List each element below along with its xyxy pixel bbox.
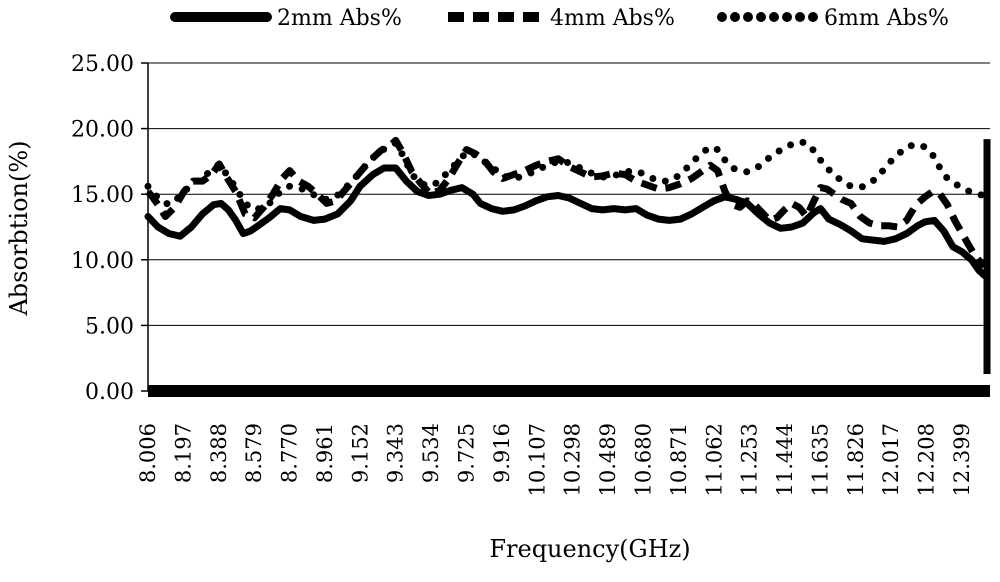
legend-label-2: 4mm Abs%	[550, 6, 675, 31]
x-tick-label: 9.725	[455, 423, 479, 483]
y-tick-label: 5.00	[85, 314, 134, 339]
x-tick-label: 11.635	[808, 423, 832, 496]
x-tick-label: 10.489	[596, 423, 620, 496]
x-axis-title: Frequency(GHz)	[489, 535, 690, 563]
x-tick-label: 9.343	[384, 423, 408, 483]
series-line-3	[144, 138, 988, 214]
legend-label-1: 2mm Abs%	[277, 6, 402, 31]
x-tick-label: 11.444	[773, 423, 797, 496]
y-axis-ticks: 0.00 5.00 10.00 15.00 20.00 25.00	[71, 52, 148, 405]
y-tick-label: 0.00	[85, 380, 134, 405]
x-tick-label: 8.006	[136, 423, 160, 483]
x-tick-label: 10.107	[525, 423, 549, 496]
grid-lines	[148, 62, 990, 326]
x-tick-label: 12.208	[915, 423, 939, 496]
x-axis-baseline	[148, 385, 990, 397]
x-tick-label: 8.388	[207, 423, 231, 483]
x-tick-label: 9.152	[348, 423, 372, 483]
series-layer	[144, 136, 991, 374]
legend-label-3: 6mm Abs%	[824, 6, 949, 31]
x-axis-ticks: 8.006 8.197 8.388 8.579 8.770 8.961 9.152 9.343…	[136, 423, 974, 496]
x-tick-label: 11.062	[702, 423, 726, 496]
legend: 2mm Abs% 4mm Abs% 6mm Abs%	[170, 6, 949, 31]
x-tick-label: 9.916	[490, 423, 514, 483]
x-tick-label: 11.826	[844, 423, 868, 496]
x-tick-label: 8.579	[242, 423, 266, 483]
series-line-2	[145, 136, 987, 269]
x-tick-label: 10.298	[561, 423, 585, 496]
x-tick-label: 8.197	[171, 423, 195, 483]
x-tick-label: 8.770	[278, 423, 302, 483]
x-tick-label: 9.534	[419, 423, 443, 483]
x-tick-label: 10.680	[631, 423, 655, 496]
y-tick-label: 25.00	[71, 52, 134, 77]
y-tick-label: 15.00	[71, 183, 134, 208]
y-tick-label: 10.00	[71, 249, 134, 274]
y-axis-title: Absorbtion(%)	[5, 140, 33, 316]
x-tick-label: 12.017	[879, 423, 903, 496]
x-tick-label: 8.961	[313, 423, 337, 483]
series-line-1	[144, 164, 988, 279]
x-tick-label: 12.399	[950, 423, 974, 496]
axes	[147, 63, 990, 397]
x-tick-label: 11.253	[738, 423, 762, 496]
y-tick-label: 20.00	[71, 118, 134, 143]
x-tick-label: 10.871	[667, 423, 691, 496]
